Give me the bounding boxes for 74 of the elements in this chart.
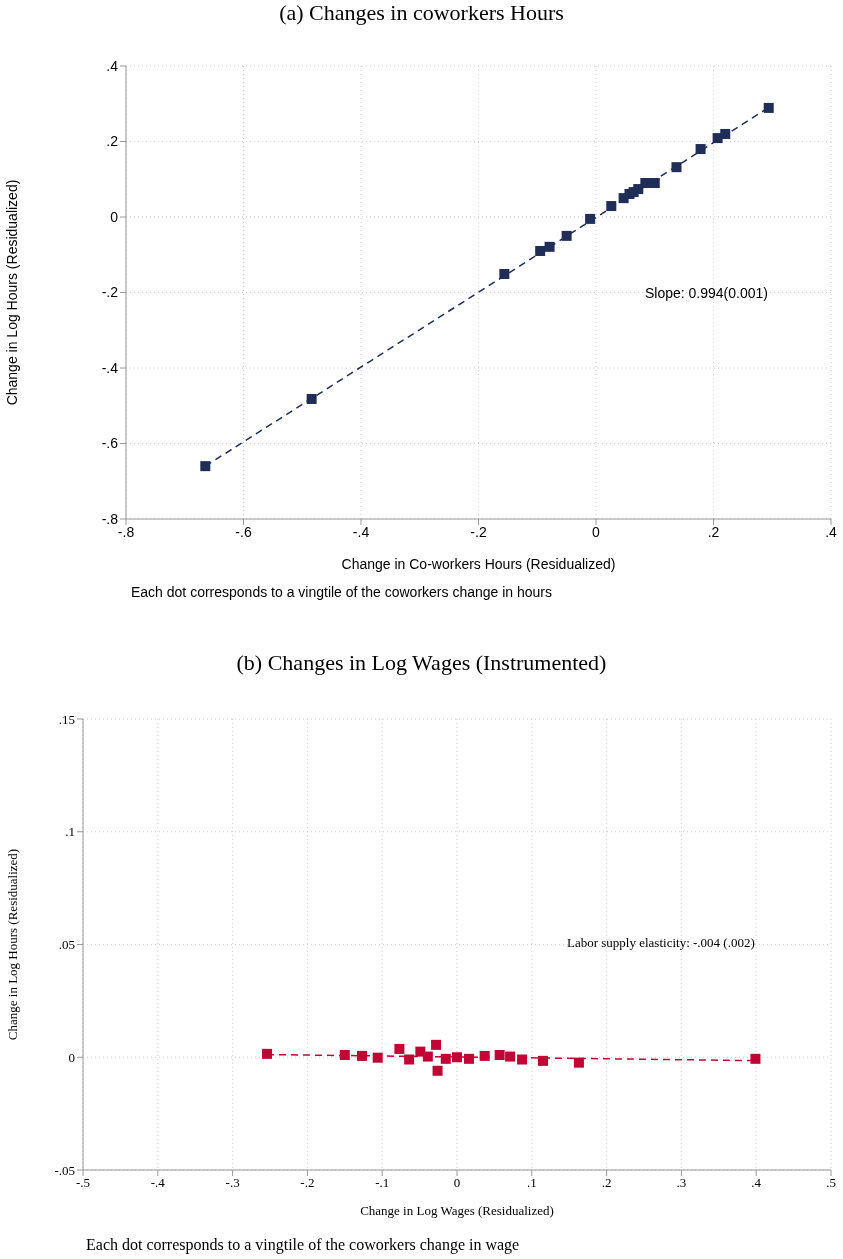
point <box>494 1049 505 1060</box>
point <box>479 1050 490 1061</box>
text: Each dot corresponds to a vingtile of the coworkers change in wage <box>86 1236 520 1254</box>
point <box>544 241 555 252</box>
point <box>415 1046 426 1057</box>
y-tick-label: 0 <box>110 208 119 225</box>
y-tick-label: .1 <box>65 824 75 840</box>
x-tick-label: -.1 <box>375 1175 390 1191</box>
y-axis-title: Change in Log Hours (Residualized) <box>3 179 20 406</box>
point <box>422 1051 433 1062</box>
x-axis-title: Change in Log Wages (Residualized) <box>360 1203 554 1218</box>
point <box>306 393 317 404</box>
y-tick-label: .2 <box>106 133 119 150</box>
point <box>671 162 682 173</box>
point <box>200 461 211 472</box>
point <box>538 1055 549 1066</box>
x-tick-label: .5 <box>826 1175 836 1191</box>
y-tick-label: 0 <box>68 1049 75 1065</box>
point <box>440 1053 451 1064</box>
point <box>452 1052 462 1063</box>
x-tick-label: .4 <box>825 523 838 540</box>
x-tick-label: .1 <box>526 1175 537 1191</box>
x-tick-label: 0 <box>592 523 601 540</box>
point <box>763 102 774 113</box>
x-tick-label: -.4 <box>352 523 370 540</box>
x-tick-label: .4 <box>751 1175 762 1191</box>
x-tick-label: -.2 <box>300 1175 315 1191</box>
x-tick-label: -.6 <box>235 523 252 540</box>
point <box>404 1054 415 1065</box>
point <box>262 1048 273 1059</box>
x-tick-label: -.3 <box>225 1175 240 1191</box>
x-tick-label: .2 <box>601 1175 612 1191</box>
point <box>573 1057 584 1068</box>
point <box>431 1039 442 1050</box>
point <box>606 201 617 212</box>
text: Each dot corresponds to a vingtile of the coworkers change in hours <box>131 584 553 600</box>
x-axis-title: Change in Co-workers Hours (Residualized) <box>341 556 616 572</box>
y-tick-label: -.05 <box>54 1162 75 1178</box>
point <box>649 178 660 189</box>
y-tick-label: .15 <box>58 711 75 727</box>
point <box>535 245 546 256</box>
point <box>720 128 731 139</box>
x-tick-label: .2 <box>707 523 720 540</box>
annotation: Slope: 0.994(0.001) <box>645 285 768 301</box>
y-tick-label: -.4 <box>101 359 119 376</box>
point <box>499 269 510 279</box>
point <box>432 1065 443 1076</box>
chart-title: (a) Changes in coworkers Hours <box>278 0 565 26</box>
y-tick-label: .4 <box>106 57 119 74</box>
y-tick-label: .05 <box>58 937 75 953</box>
point <box>695 144 706 155</box>
point <box>505 1051 516 1062</box>
point <box>585 213 596 224</box>
point <box>372 1052 383 1063</box>
x-tick-label: -.5 <box>75 1175 91 1191</box>
x-tick-label: -.2 <box>470 523 487 540</box>
x-tick-label: 0 <box>453 1175 461 1191</box>
point <box>640 178 651 189</box>
x-tick-label: .3 <box>676 1175 687 1191</box>
point <box>750 1053 761 1064</box>
point <box>394 1043 405 1054</box>
x-tick-label: -.4 <box>150 1175 166 1191</box>
point <box>339 1049 350 1060</box>
y-tick-label: -.6 <box>101 435 119 452</box>
y-tick-label: -.8 <box>101 510 119 527</box>
chart-title: (b) Changes in Log Wages (Instrumented) <box>235 650 608 676</box>
point <box>517 1054 528 1065</box>
annotation: Labor supply elasticity: -.004 (.002) <box>567 935 755 951</box>
point <box>357 1050 367 1061</box>
point <box>561 230 572 241</box>
x-tick-label: -.8 <box>117 523 135 540</box>
point <box>463 1053 474 1064</box>
y-axis-title: Change in Log Hours (Residualized) <box>4 848 20 1041</box>
y-tick-label: -.2 <box>101 284 119 301</box>
